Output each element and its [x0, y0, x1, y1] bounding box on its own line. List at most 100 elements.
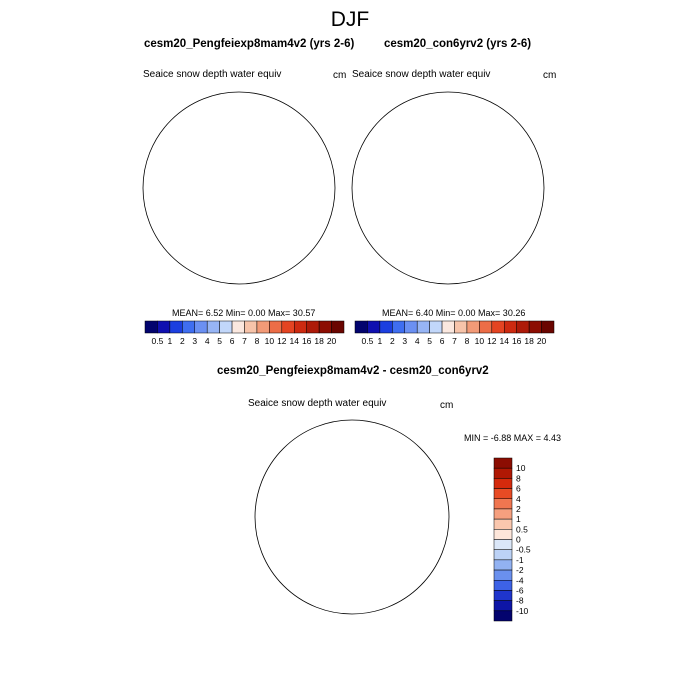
colorbar2-tick-label: 8: [465, 336, 470, 346]
colorbar3-swatch: [493, 518, 513, 530]
colorbar1-tick-label: 3: [192, 336, 197, 346]
colorbar2-tick-label: 2: [390, 336, 395, 346]
colorbar1-tick-label: 10: [265, 336, 275, 346]
panel1-variable: Seaice snow depth water equiv: [143, 69, 282, 80]
colorbar2-swatch: [454, 320, 468, 334]
panel1-map: [142, 91, 336, 285]
colorbar1-tick-label: 18: [314, 336, 324, 346]
colorbar2-tick-label: 7: [452, 336, 457, 346]
colorbar1-tick-label: 16: [302, 336, 312, 346]
colorbar3-swatch: [493, 467, 513, 479]
colorbar1-tick-label: 4: [205, 336, 210, 346]
colorbar1-tick-label: 8: [255, 336, 260, 346]
colorbar3-tick-label: 8: [516, 473, 521, 483]
colorbar2-swatch: [379, 320, 393, 334]
colorbar3-swatch: [493, 498, 513, 510]
panel1-stats: MEAN= 6.52 Min= 0.00 Max= 30.57: [172, 308, 316, 318]
panel3-units: cm: [440, 400, 454, 411]
colorbar3-swatch: [493, 549, 513, 561]
colorbar1-swatch: [318, 320, 332, 334]
colorbar3-tick-label: 10: [516, 463, 526, 473]
colorbar3-tick-label: -6: [516, 585, 524, 595]
colorbar1-swatch: [157, 320, 171, 334]
colorbar3-tick-label: -0.5: [516, 545, 531, 555]
colorbar-panel2: 0.5 1 2 3 4 5 6 7 8 10 12 14 16 18 20: [354, 320, 555, 346]
panel3-title: cesm20_Pengfeiexp8mam4v2 - cesm20_con6yr…: [217, 365, 489, 377]
panel2-variable: Seaice snow depth water equiv: [352, 69, 491, 80]
colorbar3-swatch: [493, 569, 513, 581]
colorbar2-tick-label: 18: [524, 336, 534, 346]
colorbar3-swatch: [493, 580, 513, 591]
colorbar3-swatch: [493, 529, 513, 540]
colorbar1-swatch: [256, 320, 270, 334]
colorbar3-tick-label: -10: [516, 606, 529, 616]
colorbar2-swatch: [429, 320, 443, 334]
colorbar1-swatch: [169, 320, 183, 334]
colorbar1-swatch: [294, 320, 307, 334]
season-title: DJF: [330, 8, 370, 31]
colorbar2-swatch: [504, 320, 517, 334]
colorbar2-tick-label: 10: [475, 336, 485, 346]
panel1-units: cm: [333, 70, 347, 81]
colorbar1-tick-label: 12: [277, 336, 287, 346]
colorbar3-tick-label: 2: [516, 504, 521, 514]
colorbar3-swatch: [493, 600, 513, 612]
colorbar2-swatch: [541, 320, 555, 334]
colorbar3-tick-label: 6: [516, 484, 521, 494]
colorbar2-swatch: [516, 320, 530, 334]
colorbar3-swatch: [493, 508, 513, 520]
colorbar1-swatch: [182, 320, 195, 334]
colorbar1-swatch: [194, 320, 208, 334]
colorbar1-tick-label: 1: [168, 336, 173, 346]
colorbar1-tick-label: 2: [180, 336, 185, 346]
colorbar3-tick-label: -4: [516, 575, 524, 585]
colorbar1-swatch: [269, 320, 283, 334]
colorbar2-swatch: [354, 320, 368, 334]
colorbar2-swatch: [392, 320, 405, 334]
colorbar1-swatch: [144, 320, 158, 334]
colorbar1-tick-label: 6: [230, 336, 235, 346]
colorbar2-tick-label: 14: [500, 336, 510, 346]
colorbar3-tick-label: 1: [516, 514, 521, 524]
colorbar3-tick-label: -1: [516, 555, 524, 565]
colorbar3-swatch: [493, 488, 513, 499]
colorbar1-swatch: [206, 320, 220, 334]
colorbar3-swatch: [493, 457, 513, 469]
colorbar2-swatch: [479, 320, 493, 334]
colorbar3-swatch: [493, 590, 513, 601]
panel2-map: [351, 91, 545, 285]
colorbar1-swatch: [331, 320, 345, 334]
colorbar1-tick-label: 0.5: [152, 336, 164, 346]
colorbar2-swatch: [404, 320, 418, 334]
panel2-stats: MEAN= 6.40 Min= 0.00 Max= 30.26: [382, 308, 526, 318]
panel1-title: cesm20_Pengfeiexp8mam4v2 (yrs 2-6): [144, 38, 355, 50]
colorbar1-tick-label: 5: [217, 336, 222, 346]
colorbar3-tick-label: 0: [516, 535, 521, 545]
colorbar1-swatch: [219, 320, 233, 334]
colorbar2-tick-label: 5: [427, 336, 432, 346]
colorbar3-tick-label: -8: [516, 596, 524, 606]
colorbar1-swatch: [244, 320, 258, 334]
colorbar2-tick-label: 12: [487, 336, 497, 346]
colorbar1-swatch: [231, 320, 245, 334]
panel2-title: cesm20_con6yrv2 (yrs 2-6): [384, 38, 532, 50]
colorbar3-tick-label: -2: [516, 565, 524, 575]
colorbar2-swatch: [491, 320, 505, 334]
colorbar3-tick-label: 0.5: [516, 524, 528, 534]
colorbar2-swatch: [528, 320, 542, 334]
colorbar3-tick-label: 4: [516, 494, 521, 504]
colorbar3-swatch: [493, 478, 513, 489]
colorbar3-swatch: [493, 559, 513, 571]
colorbar1-tick-label: 7: [242, 336, 247, 346]
colorbar2-swatch: [367, 320, 381, 334]
colorbar1-swatch: [281, 320, 295, 334]
colorbar2-tick-label: 16: [512, 336, 522, 346]
colorbar2-tick-label: 6: [440, 336, 445, 346]
panel3-variable: Seaice snow depth water equiv: [248, 398, 387, 409]
colorbar2-tick-label: 0.5: [362, 336, 374, 346]
panel3-map: [254, 419, 450, 615]
colorbar3-swatch: [493, 610, 513, 622]
colorbar2-tick-label: 4: [415, 336, 420, 346]
